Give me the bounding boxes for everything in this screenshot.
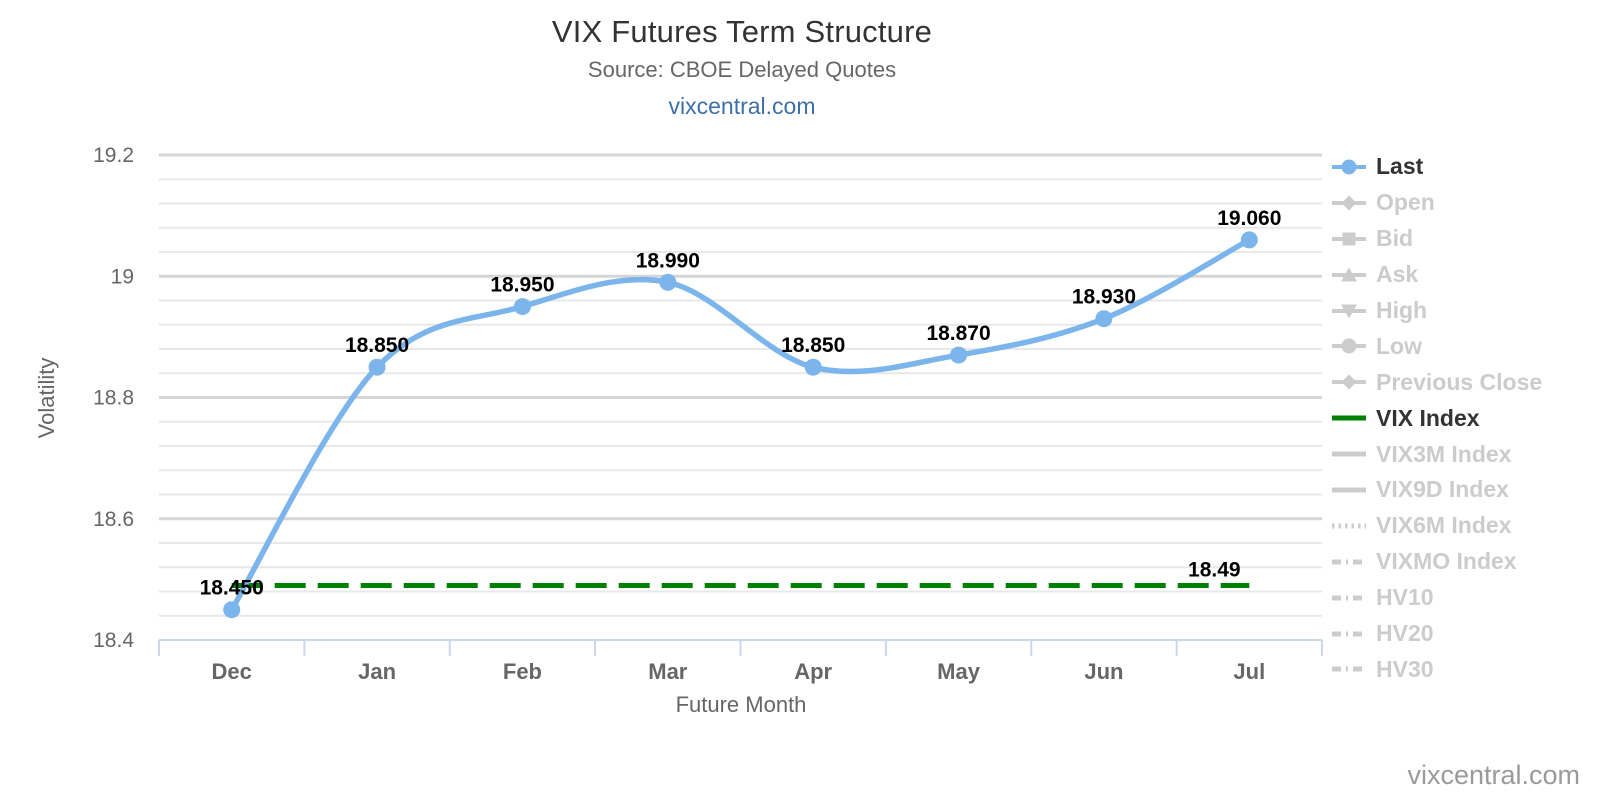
y-tick-label: 19: [111, 265, 134, 288]
x-tick-label: Jun: [1084, 659, 1123, 684]
legend-marker: [1332, 228, 1366, 250]
y-tick-label: 18.8: [93, 387, 134, 410]
legend-marker: [1332, 515, 1366, 537]
line-circle-icon: [1332, 338, 1366, 354]
dashdot-line-icon: [1332, 559, 1366, 565]
legend: Last Open Bid Ask High Low Previous Close VIX I…: [1332, 149, 1542, 687]
legend-item-label: VIX3M Index: [1376, 440, 1512, 467]
legend-item-vix-index[interactable]: VIX Index: [1332, 400, 1542, 436]
legend-item-hv30[interactable]: HV30: [1332, 651, 1542, 687]
x-tick-label: May: [937, 659, 981, 684]
x-tick-label: Apr: [794, 659, 832, 684]
line-diamond-icon: [1332, 374, 1366, 390]
legend-item-label: Bid: [1376, 225, 1414, 252]
data-point-marker[interactable]: [804, 358, 822, 376]
legend-marker: [1332, 264, 1366, 286]
legend-marker: [1332, 658, 1366, 680]
legend-item-last[interactable]: Last: [1332, 149, 1542, 185]
legend-item-low[interactable]: Low: [1332, 328, 1542, 364]
legend-marker: [1332, 192, 1366, 214]
legend-marker: [1332, 371, 1366, 393]
chart-title: VIX Futures Term Structure: [551, 14, 933, 49]
chart-subtitle: Source: CBOE Delayed Quotes: [587, 57, 897, 82]
legend-marker: [1332, 156, 1366, 178]
legend-item-label: Low: [1376, 332, 1422, 359]
data-point-marker[interactable]: [659, 273, 677, 291]
data-label: 18.870: [926, 322, 990, 345]
legend-item-label: VIX Index: [1376, 404, 1480, 431]
vix-index-label: 18.49: [1188, 558, 1241, 581]
legend-item-bid[interactable]: Bid: [1332, 221, 1542, 257]
x-axis-title: Future Month: [675, 692, 807, 717]
data-point-marker[interactable]: [1240, 231, 1258, 249]
line-triangle-up-icon: [1332, 267, 1366, 282]
legend-item-label: VIX6M Index: [1376, 512, 1512, 539]
y-tick-label: 18.4: [93, 629, 134, 652]
legend-item-label: High: [1376, 297, 1428, 323]
data-label: 18.850: [345, 334, 409, 357]
dotted-line-icon: [1332, 523, 1366, 529]
data-label: 18.930: [1072, 286, 1136, 309]
legend-item-vixmo-index[interactable]: VIXMO Index: [1332, 544, 1542, 580]
solid-line-icon: [1332, 451, 1366, 457]
legend-item-previous-close[interactable]: Previous Close: [1332, 364, 1542, 400]
x-tick-label: Mar: [648, 659, 688, 684]
data-point-marker[interactable]: [950, 346, 968, 364]
legend-item-label: Last: [1376, 153, 1424, 180]
legend-item-label: Ask: [1376, 261, 1419, 288]
legend-marker: [1332, 551, 1366, 573]
x-tick-label: Jan: [358, 659, 396, 684]
dashdot-line-icon: [1332, 595, 1366, 601]
legend-item-label: HV30: [1376, 655, 1434, 682]
legend-marker: [1332, 623, 1366, 645]
data-label: 19.060: [1217, 207, 1281, 230]
x-tick-label: Feb: [503, 659, 542, 684]
line-triangle-down-icon: [1332, 304, 1366, 318]
data-label: 18.850: [781, 334, 845, 357]
line-diamond-icon: [1332, 195, 1366, 211]
data-point-marker[interactable]: [513, 298, 531, 316]
solid-line-icon: [1332, 415, 1366, 421]
legend-marker: [1332, 335, 1366, 357]
x-tick-label: Dec: [212, 659, 252, 684]
dashdot-line-icon: [1332, 631, 1366, 637]
legend-marker: [1332, 443, 1366, 465]
legend-item-hv10[interactable]: HV10: [1332, 580, 1542, 616]
legend-item-vix9d-index[interactable]: VIX9D Index: [1332, 472, 1542, 508]
legend-item-open[interactable]: Open: [1332, 185, 1542, 221]
legend-item-ask[interactable]: Ask: [1332, 257, 1542, 293]
legend-item-label: Previous Close: [1376, 368, 1543, 395]
data-label: 18.950: [490, 274, 554, 297]
legend-item-high[interactable]: High: [1332, 293, 1542, 329]
y-tick-label: 19.2: [93, 144, 134, 167]
legend-item-label: Open: [1376, 189, 1435, 216]
legend-item-vix6m-index[interactable]: VIX6M Index: [1332, 508, 1542, 544]
legend-item-hv20[interactable]: HV20: [1332, 616, 1542, 652]
vixcentral-link[interactable]: vixcentral.com: [668, 93, 816, 119]
dashdot-line-icon: [1332, 666, 1366, 672]
legend-item-vix3m-index[interactable]: VIX3M Index: [1332, 436, 1542, 472]
data-label: 18.450: [200, 577, 264, 600]
header-link-row: vixcentral.com: [0, 93, 1484, 120]
legend-item-label: VIX9D Index: [1376, 476, 1509, 503]
solid-line-icon: [1332, 487, 1366, 493]
legend-marker: [1332, 407, 1366, 429]
legend-item-label: HV20: [1376, 620, 1434, 647]
legend-marker: [1332, 300, 1366, 322]
legend-item-label: HV10: [1376, 584, 1434, 611]
data-point-marker[interactable]: [223, 601, 241, 619]
line-square-icon: [1332, 232, 1366, 246]
legend-item-label: VIXMO Index: [1376, 548, 1517, 575]
line-circle-icon: [1332, 159, 1366, 175]
legend-marker: [1332, 587, 1366, 609]
y-tick-label: 18.6: [93, 508, 134, 531]
watermark: vixcentral.com: [1407, 760, 1580, 790]
data-point-marker[interactable]: [1095, 310, 1113, 328]
legend-marker: [1332, 479, 1366, 501]
data-point-marker[interactable]: [368, 358, 386, 376]
x-tick-label: Jul: [1233, 659, 1265, 684]
data-label: 18.990: [636, 249, 700, 272]
